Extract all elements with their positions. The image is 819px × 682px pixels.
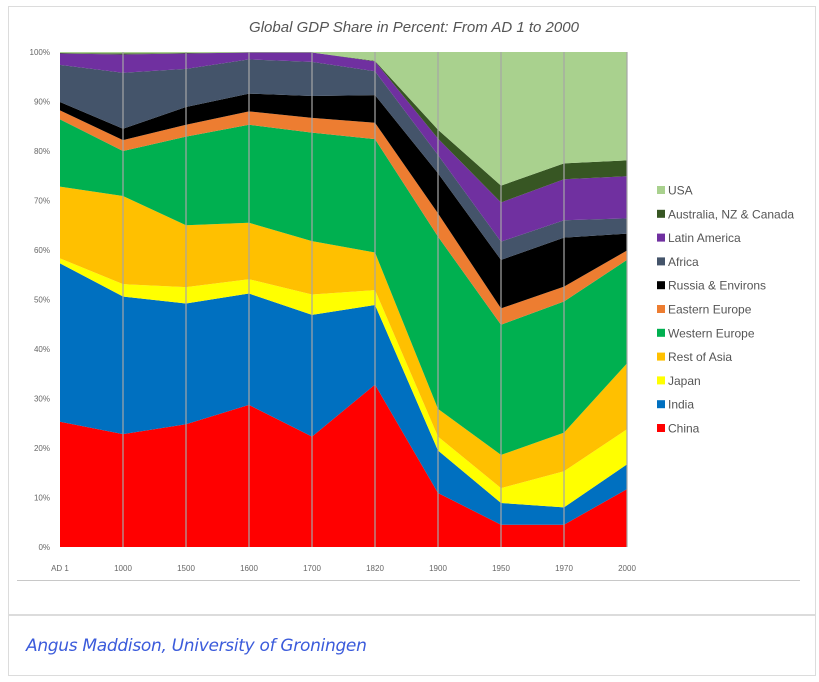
x-axis-ticks: AD 1 1000 1500 1600 1700 1820 1900 1950 1970 2000 (51, 564, 636, 573)
x-tick-label: 2000 (618, 564, 636, 573)
figure-card (8, 6, 816, 676)
area-usa (60, 52, 627, 186)
area-japan (60, 258, 627, 508)
figure-caption: Angus Maddison, University of Groningen (26, 636, 367, 656)
legend-swatch (657, 424, 665, 432)
figure-separator-line (17, 580, 800, 581)
y-tick-label: 30% (34, 395, 50, 404)
legend-swatch (657, 257, 665, 266)
chart-title: Global GDP Share in Percent: From AD 1 t… (249, 19, 580, 36)
x-tick-label: 1950 (492, 564, 510, 573)
y-axis-ticks: 0% 10% 20% 30% 40% 50% 60% 70% 80% 90% 100% (30, 48, 50, 552)
y-tick-label: 90% (34, 98, 50, 107)
y-tick-label: 80% (34, 147, 50, 156)
legend-item: India (657, 398, 694, 412)
area-western-europe (60, 119, 627, 455)
legend-label: Russia & Environs (668, 279, 766, 293)
area-latin-america (60, 52, 627, 242)
legend-item: Western Europe (657, 326, 755, 340)
legend: USA Australia, NZ & Canada Latin America Af… (657, 184, 794, 436)
legend-swatch (657, 233, 665, 242)
legend-item: Russia & Environs (657, 279, 766, 293)
legend-item: Eastern Europe (657, 303, 752, 317)
legend-label: India (668, 398, 694, 412)
y-tick-label: 40% (34, 345, 50, 354)
y-tick-label: 60% (34, 246, 50, 255)
caption-divider (8, 614, 816, 616)
x-tick-label: 1600 (240, 564, 258, 573)
y-tick-label: 0% (38, 543, 50, 552)
legend-item: USA (657, 184, 693, 198)
x-tick-label: AD 1 (51, 564, 69, 573)
legend-label: Latin America (668, 231, 741, 245)
legend-item: Africa (657, 255, 699, 269)
legend-swatch (657, 376, 665, 385)
legend-label: Japan (668, 374, 701, 388)
area-india (60, 263, 627, 525)
area-africa (60, 59, 627, 260)
legend-swatch (657, 328, 665, 337)
y-tick-label: 20% (34, 444, 50, 453)
legend-item: Australia, NZ & Canada (657, 207, 794, 221)
legend-swatch (657, 305, 665, 313)
legend-swatch (657, 281, 665, 290)
area-china (60, 384, 627, 547)
y-tick-label: 10% (34, 494, 50, 503)
legend-label: Western Europe (668, 326, 755, 340)
legend-label: USA (668, 184, 693, 198)
x-tick-label: 1970 (555, 564, 573, 573)
stacked-area-chart: Global GDP Share in Percent: From AD 1 t… (30, 19, 795, 573)
legend-item: Japan (657, 374, 701, 388)
areas (60, 52, 627, 547)
legend-item: Rest of Asia (657, 350, 732, 364)
legend-item: China (657, 422, 700, 436)
y-tick-label: 100% (30, 48, 50, 57)
legend-swatch (657, 400, 665, 409)
legend-swatch (657, 186, 665, 194)
x-tick-label: 1900 (429, 564, 447, 573)
x-tick-label: 1820 (366, 564, 384, 573)
area-russia-environs (60, 93, 627, 309)
x-tick-label: 1500 (177, 564, 195, 573)
legend-item: Latin America (657, 231, 741, 245)
gridlines (122, 52, 628, 547)
legend-label: Africa (668, 255, 699, 269)
legend-swatch (657, 209, 665, 218)
area-rest-of-asia (60, 186, 627, 489)
legend-swatch (657, 352, 665, 361)
x-tick-label: 1000 (114, 564, 132, 573)
legend-label: Eastern Europe (668, 303, 752, 317)
x-tick-label: 1700 (303, 564, 321, 573)
legend-label: Rest of Asia (668, 350, 732, 364)
legend-label: Australia, NZ & Canada (668, 207, 794, 221)
legend-label: China (668, 422, 700, 436)
y-tick-label: 50% (34, 296, 50, 305)
y-tick-label: 70% (34, 197, 50, 206)
